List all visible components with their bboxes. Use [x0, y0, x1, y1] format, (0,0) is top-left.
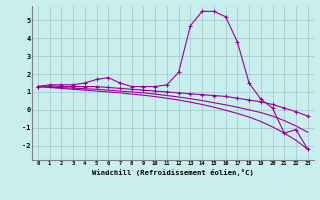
X-axis label: Windchill (Refroidissement éolien,°C): Windchill (Refroidissement éolien,°C) — [92, 169, 254, 176]
